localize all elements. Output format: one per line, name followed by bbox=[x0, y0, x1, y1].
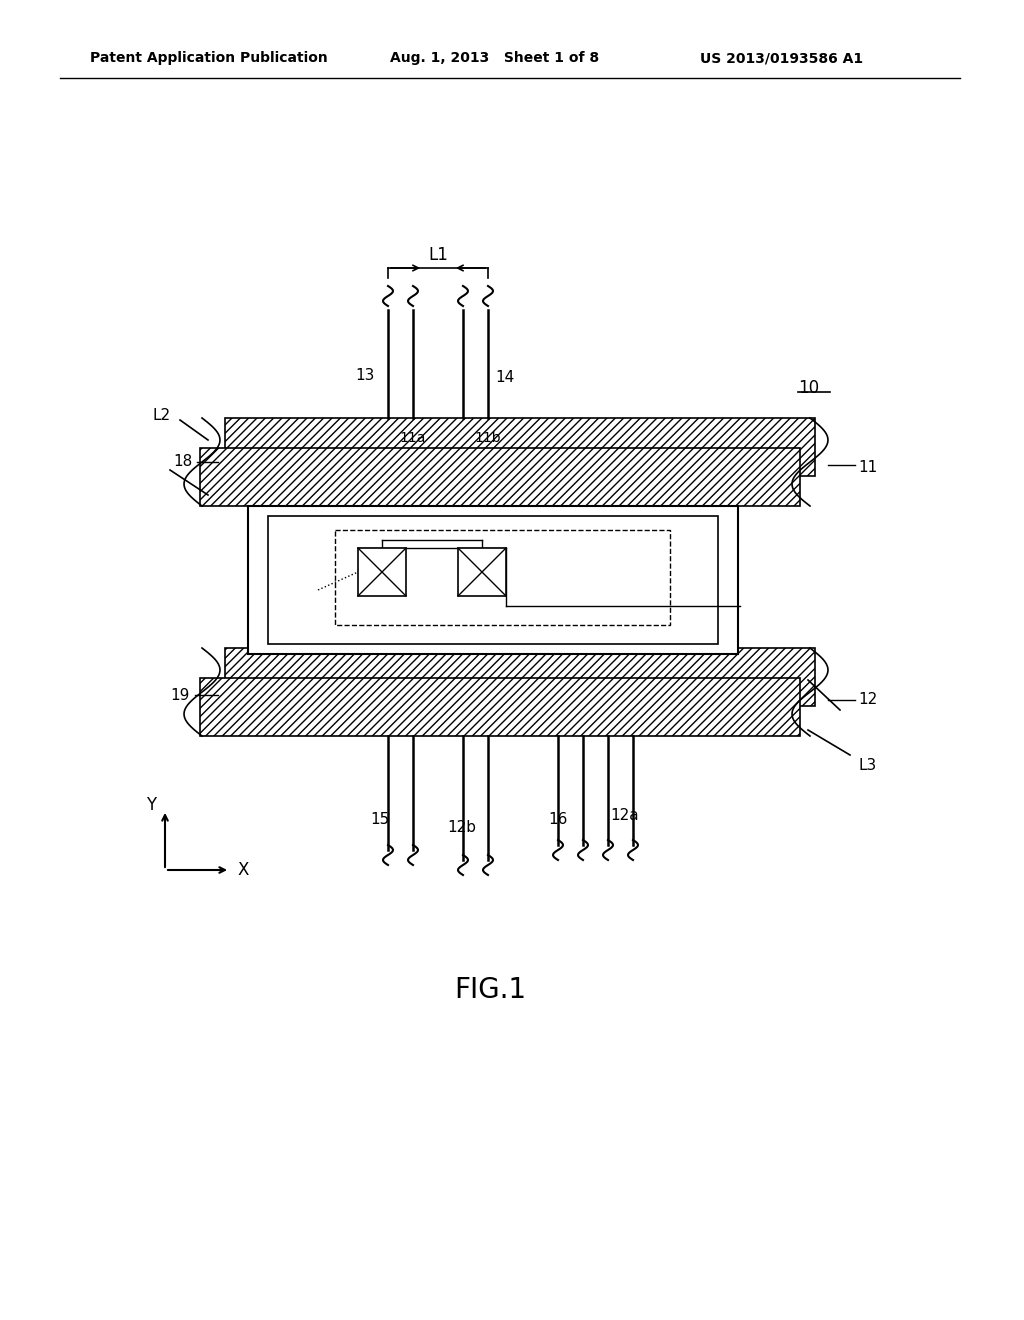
Bar bbox=[335, 531, 670, 624]
Text: M: M bbox=[337, 578, 348, 590]
Text: 13: 13 bbox=[355, 367, 375, 383]
Bar bbox=[248, 506, 738, 653]
Text: Aug. 1, 2013   Sheet 1 of 8: Aug. 1, 2013 Sheet 1 of 8 bbox=[390, 51, 599, 65]
Text: FIG.1: FIG.1 bbox=[454, 975, 526, 1005]
Text: 12a: 12a bbox=[610, 808, 639, 822]
Text: L1: L1 bbox=[428, 246, 447, 264]
Bar bbox=[200, 678, 800, 737]
Bar bbox=[225, 418, 815, 477]
Text: M: M bbox=[337, 553, 348, 566]
Text: 15: 15 bbox=[371, 813, 389, 828]
Text: X: X bbox=[238, 861, 249, 879]
Text: 10: 10 bbox=[798, 379, 819, 397]
Text: D1: D1 bbox=[564, 573, 586, 587]
Text: 17: 17 bbox=[297, 583, 315, 597]
Text: 19: 19 bbox=[171, 688, 190, 702]
Text: US 2013/0193586 A1: US 2013/0193586 A1 bbox=[700, 51, 863, 65]
Text: Y: Y bbox=[146, 796, 156, 814]
Text: 11: 11 bbox=[858, 461, 878, 475]
Bar bbox=[225, 648, 815, 706]
Text: L2: L2 bbox=[153, 408, 171, 422]
Text: 12: 12 bbox=[858, 693, 878, 708]
Bar bbox=[458, 548, 506, 597]
Text: 18: 18 bbox=[174, 454, 193, 470]
Text: 11a: 11a bbox=[399, 432, 426, 445]
Text: 16: 16 bbox=[548, 813, 567, 828]
Text: L3: L3 bbox=[858, 758, 877, 772]
Text: Patent Application Publication: Patent Application Publication bbox=[90, 51, 328, 65]
Bar bbox=[358, 548, 406, 597]
Bar bbox=[268, 516, 718, 644]
Text: 12b: 12b bbox=[447, 821, 476, 836]
Text: 11b: 11b bbox=[475, 432, 502, 445]
Bar bbox=[200, 447, 800, 506]
Text: 14: 14 bbox=[495, 371, 514, 385]
